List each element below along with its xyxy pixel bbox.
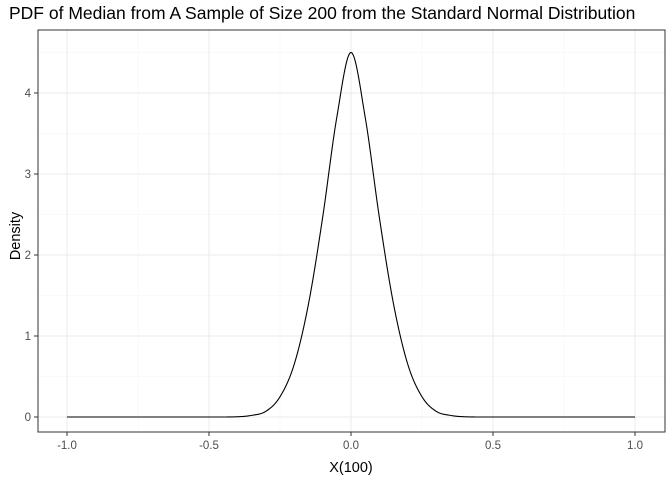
grid — [38, 30, 665, 432]
density-curve — [67, 51, 635, 418]
chart-title: PDF of Median from A Sample of Size 200 … — [9, 3, 635, 23]
x-tick-label: 0.0 — [343, 440, 359, 452]
y-tick-label: 0 — [25, 412, 31, 424]
axes: -1.0 -0.5 0.0 0.5 1.0 0 1 2 3 4 — [25, 88, 643, 452]
y-tick-label: 2 — [25, 250, 31, 262]
x-tick-label: 0.5 — [485, 440, 501, 452]
y-tick-label: 1 — [25, 331, 31, 343]
x-axis-title: X(100) — [329, 460, 373, 476]
x-tick-label: -1.0 — [57, 440, 77, 452]
x-tick-label: -0.5 — [199, 440, 219, 452]
y-tick-label: 3 — [25, 169, 31, 181]
x-tick-label: 1.0 — [627, 440, 643, 452]
y-axis-title: Density — [8, 211, 24, 260]
y-tick-label: 4 — [25, 88, 32, 100]
